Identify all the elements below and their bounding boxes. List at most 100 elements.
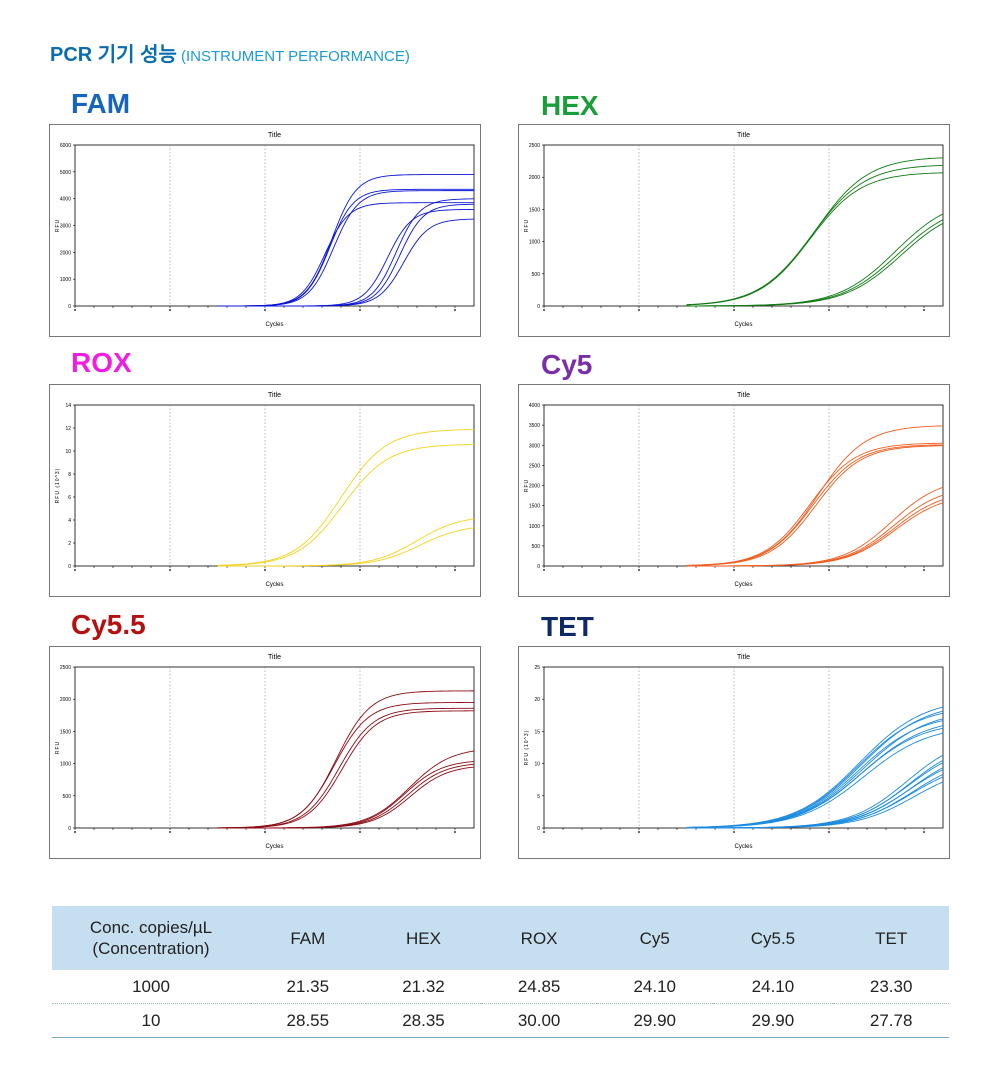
series-line: [217, 763, 475, 829]
x-tick-mark: [828, 831, 830, 833]
y-tick-label: 0: [537, 826, 540, 832]
x-tick-mark: [638, 309, 640, 311]
x-tick-mark: [74, 309, 76, 311]
ct-value-cell: 29.90: [596, 1003, 713, 1038]
cy55-label: Cy5.5: [71, 609, 146, 640]
series-line: [686, 222, 944, 307]
fam-chart: Title 0 1000 2000 3000 4000 5000 6000 Cycles RFU: [49, 124, 481, 337]
series-line: [686, 499, 944, 567]
x-tick-mark: [454, 569, 456, 571]
y-tick-label: 10: [65, 449, 71, 455]
ct-value-cell: 21.35: [250, 970, 366, 1004]
y-tick-label: 3000: [60, 224, 71, 230]
y-tick-label: 0: [68, 304, 71, 310]
series-line: [217, 174, 474, 307]
y-axis-label: RFU: [524, 479, 530, 492]
y-tick-label: 500: [532, 272, 541, 278]
series-line: [217, 198, 475, 307]
y-tick-label: 1500: [529, 207, 540, 213]
plot-area: [543, 666, 944, 829]
series-line: [686, 502, 944, 567]
y-tick-label: 5: [537, 794, 540, 800]
series-line: [217, 710, 475, 829]
table-row: 1000 21.35 21.32 24.85 24.10 24.10 23.30: [52, 970, 949, 1004]
cy55-chart: Title 0 500 1000 1500 2000 2500 Cycles RFU: [49, 646, 481, 859]
series-line: [217, 444, 475, 566]
x-tick-mark: [169, 309, 171, 311]
series-line: [686, 444, 944, 566]
cy5-chart: Title 0 500 1000 1500 2000 2500 3000 3500 4000 Cyc…: [518, 384, 950, 597]
x-tick-mark: [543, 831, 545, 833]
tet-label: TET: [541, 611, 594, 642]
x-tick-mark: [733, 569, 735, 571]
table-row: 10 28.55 28.35 30.00 29.90 29.90 27.78: [52, 1003, 949, 1038]
y-tick-label: 0: [68, 826, 71, 832]
x-tick-mark: [169, 831, 171, 833]
y-tick-label: 25: [534, 665, 540, 671]
y-tick-label: 2000: [529, 175, 540, 181]
fam-label: FAM: [71, 88, 131, 119]
series-line: [686, 732, 944, 829]
x-tick-mark: [828, 309, 830, 311]
column-header: HEX: [405, 928, 441, 948]
rox-label: ROX: [71, 347, 132, 378]
y-tick-label: 14: [65, 403, 71, 409]
series-line: [686, 720, 944, 828]
x-tick-mark: [169, 569, 171, 571]
y-tick-label: 20: [534, 697, 540, 703]
series-line: [686, 213, 944, 307]
ct-value-cell: 24.10: [596, 970, 713, 1004]
series-line: [217, 218, 475, 307]
y-tick-label: 6000: [60, 143, 71, 149]
y-tick-label: 4000: [529, 403, 540, 409]
chart-title: Title: [737, 654, 750, 661]
y-tick-label: 3000: [529, 443, 540, 449]
x-tick-mark: [638, 569, 640, 571]
series-line: [686, 442, 944, 566]
series-line: [217, 707, 475, 829]
y-axis-label: RFU: [55, 741, 61, 754]
series-line: [686, 164, 944, 306]
y-tick-label: 1000: [60, 762, 71, 768]
x-axis-label: Cycles: [265, 582, 283, 588]
page-title-main: PCR 기기 성능: [50, 44, 177, 66]
y-axis-label: RFU (10^3): [524, 730, 530, 766]
x-axis-label: Cycles: [265, 844, 283, 850]
series-line: [217, 518, 475, 567]
x-tick-mark: [359, 309, 361, 311]
series-line: [686, 769, 944, 829]
x-tick-mark: [923, 831, 925, 833]
x-axis-label: Cycles: [734, 844, 752, 850]
y-tick-label: 2500: [529, 463, 540, 469]
x-tick-mark: [264, 569, 266, 571]
y-axis-label: RFU: [524, 219, 530, 232]
x-tick-mark: [733, 831, 735, 833]
ct-value-cell: 30.00: [481, 1003, 597, 1038]
ct-value-cell: 28.35: [365, 1003, 482, 1038]
concentration-cell: 10: [52, 1003, 250, 1038]
plot-area: [74, 144, 475, 307]
y-tick-label: 0: [537, 304, 540, 310]
concentration-header-line1: Conc. copies/µL: [89, 918, 213, 937]
y-tick-label: 500: [63, 794, 72, 800]
x-tick-mark: [359, 831, 361, 833]
series-line: [686, 494, 944, 567]
y-tick-label: 6: [68, 495, 71, 501]
y-tick-label: 0: [68, 564, 71, 570]
ct-value-cell: 23.30: [833, 970, 949, 1004]
x-tick-mark: [359, 569, 361, 571]
series-line: [686, 172, 944, 306]
y-tick-label: 1000: [529, 524, 540, 530]
series-line: [686, 773, 944, 829]
y-tick-label: 0: [537, 564, 540, 570]
x-tick-mark: [543, 309, 545, 311]
x-tick-mark: [264, 309, 266, 311]
y-tick-label: 1500: [60, 729, 71, 735]
series-line: [686, 759, 944, 829]
ct-results-table: Conc. copies/µL (Concentration) FAM HEX …: [52, 906, 949, 1038]
x-tick-mark: [74, 569, 76, 571]
chart-title: Title: [737, 132, 750, 139]
y-axis-label: RFU (10^3): [55, 468, 61, 504]
x-tick-mark: [923, 309, 925, 311]
plot-area: [74, 666, 475, 829]
